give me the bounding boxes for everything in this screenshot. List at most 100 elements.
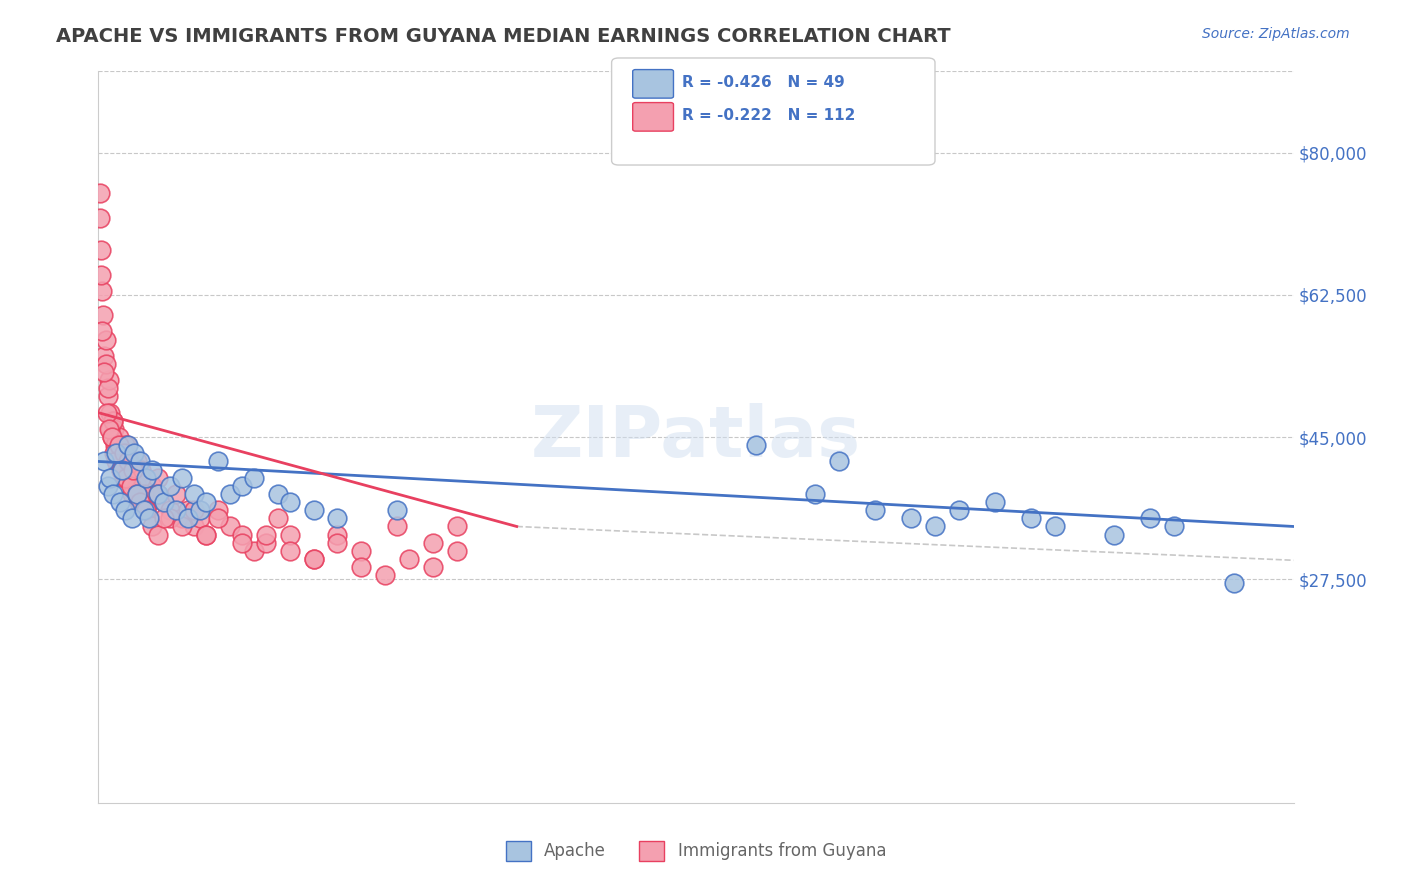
- Point: [129, 495, 152, 509]
- Point: [219, 487, 242, 501]
- Point: [115, 471, 138, 485]
- Point: [100, 430, 122, 444]
- Point: [1019, 511, 1042, 525]
- Point: [115, 462, 138, 476]
- Point: [93, 454, 115, 468]
- Point: [326, 527, 349, 541]
- Point: [96, 406, 118, 420]
- Point: [132, 503, 155, 517]
- Point: [117, 454, 139, 468]
- Point: [115, 471, 138, 485]
- Point: [1104, 527, 1126, 541]
- Point: [112, 471, 135, 485]
- Point: [91, 325, 114, 339]
- Point: [422, 560, 444, 574]
- Point: [231, 527, 253, 541]
- Point: [138, 511, 160, 525]
- Point: [195, 527, 218, 541]
- Point: [207, 511, 229, 525]
- Point: [183, 487, 205, 501]
- Point: [183, 519, 205, 533]
- Point: [128, 479, 150, 493]
- Point: [326, 535, 349, 549]
- Point: [138, 495, 160, 509]
- Point: [302, 503, 325, 517]
- Point: [124, 446, 146, 460]
- Point: [153, 495, 176, 509]
- Text: R = -0.222   N = 112: R = -0.222 N = 112: [682, 109, 855, 123]
- Point: [103, 422, 125, 436]
- Point: [124, 487, 146, 501]
- Point: [278, 527, 301, 541]
- Point: [104, 446, 127, 460]
- Point: [97, 479, 120, 493]
- Point: [165, 487, 187, 501]
- Point: [90, 268, 112, 282]
- Point: [89, 211, 111, 225]
- Point: [94, 357, 117, 371]
- Point: [101, 414, 124, 428]
- Point: [110, 462, 132, 476]
- Point: [111, 454, 134, 468]
- Point: [141, 479, 163, 493]
- Point: [350, 544, 373, 558]
- Text: APACHE VS IMMIGRANTS FROM GUYANA MEDIAN EARNINGS CORRELATION CHART: APACHE VS IMMIGRANTS FROM GUYANA MEDIAN …: [56, 27, 950, 45]
- Point: [104, 438, 127, 452]
- Point: [278, 495, 301, 509]
- Point: [98, 406, 122, 420]
- Point: [1163, 519, 1185, 533]
- Point: [984, 495, 1007, 509]
- Point: [105, 446, 128, 460]
- Point: [89, 186, 111, 201]
- Point: [165, 503, 187, 517]
- Point: [120, 471, 142, 485]
- Point: [446, 519, 468, 533]
- Point: [243, 471, 266, 485]
- Point: [745, 438, 768, 452]
- Point: [107, 454, 129, 468]
- Point: [125, 454, 148, 468]
- Point: [278, 544, 301, 558]
- Point: [94, 333, 117, 347]
- Point: [132, 487, 155, 501]
- Point: [101, 487, 124, 501]
- Point: [948, 503, 970, 517]
- Point: [326, 511, 349, 525]
- Point: [91, 308, 114, 322]
- Point: [135, 471, 157, 485]
- Point: [118, 454, 141, 468]
- Point: [422, 535, 444, 549]
- Point: [107, 430, 129, 444]
- Point: [231, 479, 253, 493]
- Point: [195, 495, 218, 509]
- Point: [114, 503, 136, 517]
- Point: [114, 446, 136, 460]
- Point: [111, 462, 134, 476]
- Point: [172, 511, 194, 525]
- Point: [188, 503, 211, 517]
- Point: [103, 446, 125, 460]
- Point: [141, 462, 163, 476]
- Point: [125, 487, 148, 501]
- Point: [124, 462, 146, 476]
- Point: [122, 462, 145, 476]
- Point: [254, 527, 277, 541]
- Point: [243, 544, 266, 558]
- Point: [267, 511, 290, 525]
- Point: [900, 511, 922, 525]
- Point: [302, 552, 325, 566]
- Point: [98, 471, 122, 485]
- Point: [385, 503, 409, 517]
- Point: [101, 414, 124, 428]
- Point: [254, 535, 277, 549]
- Point: [267, 487, 290, 501]
- Point: [924, 519, 946, 533]
- Point: [125, 487, 148, 501]
- Text: R = -0.426   N = 49: R = -0.426 N = 49: [682, 75, 845, 89]
- Point: [98, 422, 122, 436]
- Point: [108, 495, 131, 509]
- Point: [188, 511, 211, 525]
- Point: [97, 381, 120, 395]
- Point: [115, 438, 138, 452]
- Point: [172, 471, 194, 485]
